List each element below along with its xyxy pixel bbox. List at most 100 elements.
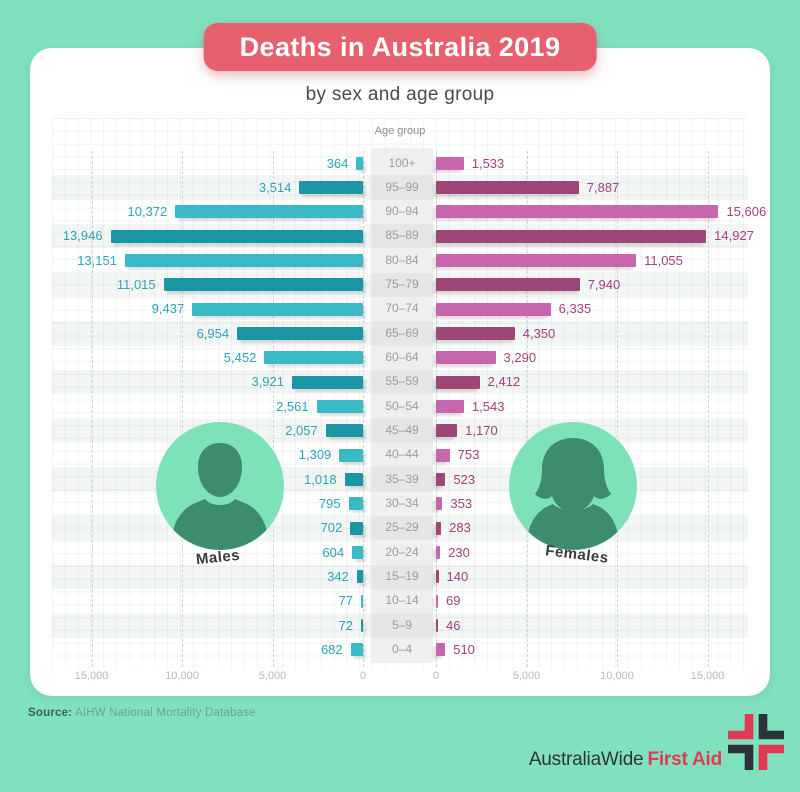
- age-label-95–99: 95–99: [385, 179, 419, 194]
- female-value-40–44: 753: [457, 447, 480, 463]
- age-label-45–49: 45–49: [385, 423, 419, 438]
- vertical-gridline: [526, 151, 528, 667]
- male-avatar-icon: [156, 422, 284, 550]
- vertical-gridline: [707, 151, 709, 667]
- female-bar-30–34: [436, 497, 443, 511]
- male-value-90–94: 10,372: [127, 204, 168, 220]
- female-bar-40–44: [436, 448, 450, 462]
- female-bar-45–49: [436, 424, 458, 438]
- brand-name: AustraliaWide: [528, 749, 644, 770]
- female-bar-80–84: [436, 253, 637, 267]
- age-label-25–29: 25–29: [385, 520, 419, 535]
- age-label-75–79: 75–79: [385, 277, 419, 292]
- female-bar-50–54: [436, 399, 464, 413]
- age-label-15–19: 15–19: [385, 569, 419, 584]
- male-value-45–49: 2,057: [285, 423, 318, 439]
- male-bar-85–89: [110, 229, 363, 243]
- male-bar-65–69: [237, 326, 363, 340]
- subtitle: by sex and age group: [305, 84, 495, 105]
- female-value-80–84: 11,055: [644, 252, 683, 268]
- row-stripe: [52, 321, 748, 346]
- female-value-20–24: 230: [448, 544, 470, 560]
- female-bar-5–9: [436, 618, 438, 632]
- female-value-90–94: 15,606: [726, 204, 767, 220]
- male-bar-80–84: [124, 253, 363, 267]
- age-label-35–39: 35–39: [385, 471, 419, 486]
- male-bar-0–4: [350, 643, 363, 657]
- male-bar-5–9: [361, 618, 363, 632]
- axis-tick-right: 10,000: [600, 670, 634, 682]
- female-bar-60–64: [436, 351, 496, 365]
- vertical-gridline: [272, 151, 274, 667]
- female-value-35–39: 523: [453, 471, 476, 487]
- female-value-65–69: 4,350: [522, 325, 556, 341]
- row-stripe: [52, 369, 748, 395]
- male-bar-95–99: [299, 180, 363, 194]
- female-value-50–54: 1,543: [471, 398, 505, 414]
- female-value-45–49: 1,170: [465, 423, 498, 439]
- female-bar-70–74: [436, 302, 551, 316]
- age-label-70–74: 70–74: [385, 301, 419, 316]
- age-label-55–59: 55–59: [385, 374, 419, 389]
- female-bar-95–99: [436, 180, 579, 194]
- male-bar-35–39: [344, 472, 363, 486]
- row-stripe: [52, 564, 748, 589]
- male-value-0–4: 682: [320, 642, 343, 658]
- age-label-100+: 100+: [388, 155, 416, 170]
- female-value-70–74: 6,335: [558, 301, 592, 317]
- female-bar-55–59: [436, 375, 480, 389]
- male-value-50–54: 2,561: [276, 398, 309, 414]
- brand-wordmark: AustraliaWide First Aid: [529, 749, 722, 771]
- age-label-20–24: 20–24: [385, 544, 419, 559]
- axis-tick-left: 10,000: [165, 670, 199, 682]
- male-bar-40–44: [339, 448, 363, 462]
- age-axis-band: [371, 148, 433, 663]
- vertical-gridline: [617, 151, 618, 667]
- male-value-30–34: 795: [318, 496, 341, 512]
- row-stripe: [52, 418, 748, 443]
- age-label-0–4: 0–4: [391, 642, 413, 657]
- brand-product: First Aid: [647, 749, 722, 770]
- female-bar-15–19: [436, 570, 439, 584]
- female-value-60–64: 3,290: [503, 350, 537, 366]
- age-label-65–69: 65–69: [385, 325, 419, 340]
- male-value-80–84: 13,151: [77, 252, 117, 268]
- male-value-55–59: 3,921: [251, 374, 285, 390]
- male-bar-60–64: [264, 351, 363, 365]
- female-value-30–34: 353: [450, 496, 473, 512]
- vertical-gridline: [363, 151, 364, 667]
- page-title: Deaths in Australia 2019: [239, 32, 561, 62]
- female-value-25–29: 283: [449, 520, 471, 536]
- vertical-gridline: [91, 151, 93, 667]
- male-bar-30–34: [348, 497, 363, 511]
- male-bar-70–74: [192, 302, 363, 316]
- male-value-85–89: 13,946: [62, 228, 103, 244]
- source-line: Source: AIHW National Mortality Database: [28, 707, 256, 719]
- female-bar-100+: [436, 156, 464, 170]
- male-value-35–39: 1,018: [304, 471, 337, 487]
- male-bar-25–29: [350, 521, 363, 535]
- axis-tick-right: 15,000: [690, 670, 725, 682]
- female-value-100+: 1,533: [471, 155, 505, 171]
- male-bar-50–54: [316, 399, 363, 413]
- female-bar-75–79: [436, 278, 580, 292]
- female-bar-90–94: [436, 205, 719, 219]
- age-label-5–9: 5–9: [391, 617, 413, 632]
- source-label: Source:: [28, 707, 73, 719]
- male-bar-90–94: [175, 205, 363, 219]
- female-value-85–89: 14,927: [714, 228, 754, 244]
- source-text: AIHW National Mortality Database: [74, 707, 256, 719]
- axis-tick-left: 15,000: [74, 670, 109, 682]
- male-bar-55–59: [292, 375, 363, 389]
- male-value-95–99: 3,514: [258, 179, 292, 195]
- male-value-5–9: 72: [338, 617, 353, 633]
- female-bar-20–24: [436, 545, 441, 559]
- male-value-70–74: 9,437: [151, 301, 185, 317]
- age-label-85–89: 85–89: [385, 228, 419, 243]
- female-value-15–19: 140: [446, 569, 469, 585]
- first-aid-cross-icon: [728, 714, 784, 770]
- male-value-20–24: 604: [322, 544, 345, 560]
- age-label-60–64: 60–64: [385, 350, 419, 365]
- female-value-0–4: 510: [453, 642, 475, 658]
- title-banner: Deaths in Australia 2019: [203, 23, 597, 71]
